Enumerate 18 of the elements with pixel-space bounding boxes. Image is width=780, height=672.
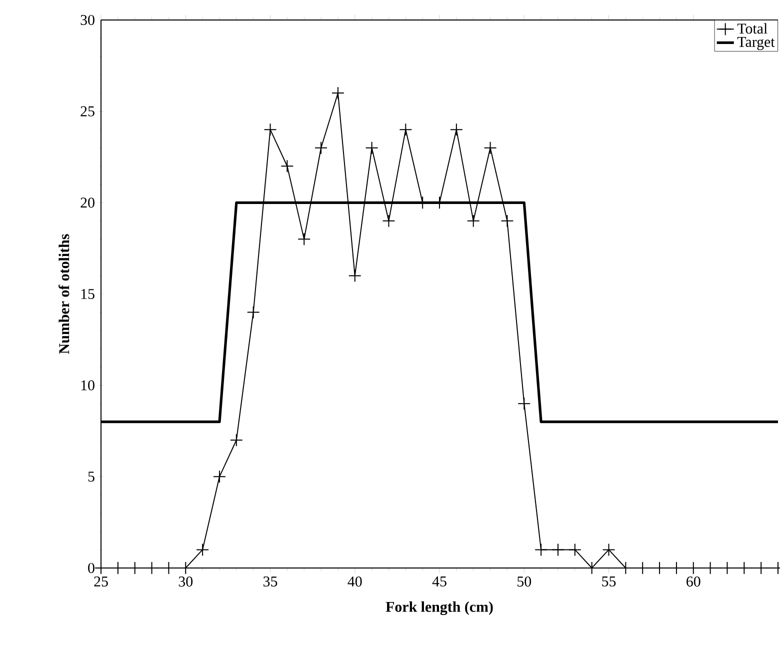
x-tick-label: 50 bbox=[518, 576, 532, 587]
x-tick-label: 45 bbox=[432, 576, 446, 586]
y-tick-label: 25 bbox=[80, 106, 94, 116]
y-tick-label: 0 bbox=[88, 562, 94, 574]
y-tick-label: 20 bbox=[80, 198, 94, 208]
x-tick-label: 40 bbox=[348, 576, 362, 587]
x-tick-label: 30 bbox=[178, 576, 193, 587]
y-tick-label: 30 bbox=[80, 14, 94, 26]
y-tick-label: 5 bbox=[88, 472, 94, 482]
x-axis-title: Fork length (cm) bbox=[386, 601, 493, 616]
x-tick-label: 55 bbox=[602, 576, 616, 586]
legend-label: Target bbox=[737, 37, 775, 50]
legend-label: Total bbox=[737, 23, 768, 34]
y-tick-label: 10 bbox=[81, 380, 94, 390]
x-tick-label: 60 bbox=[686, 576, 700, 587]
x-tick-label: 35 bbox=[264, 576, 278, 587]
y-tick-label: 15 bbox=[81, 288, 94, 299]
y-axis-title: Number of otoliths bbox=[58, 234, 70, 354]
